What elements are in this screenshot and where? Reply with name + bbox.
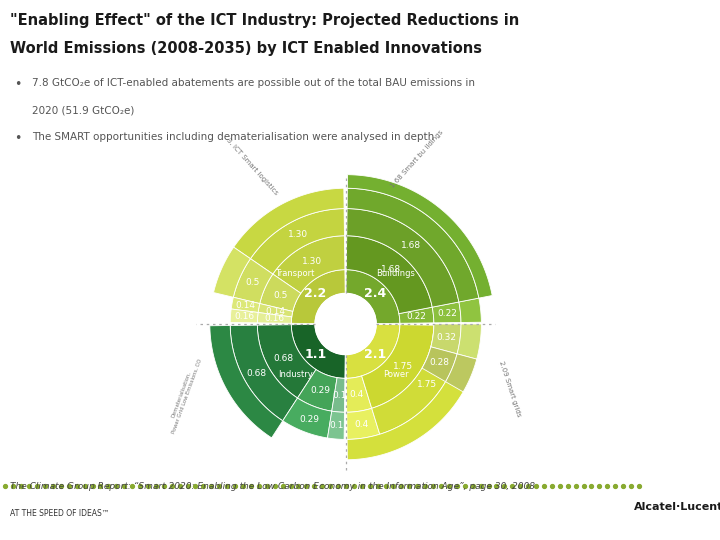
- Circle shape: [315, 293, 376, 355]
- Text: The SMART opportunities including dematerialisation were analysed in depth: The SMART opportunities including demate…: [32, 132, 435, 142]
- Text: 1.68 Smart bu ildings: 1.68 Smart bu ildings: [390, 130, 444, 190]
- Text: Dematerialisation,
Power Grid Low Emissions, CO: Dematerialisation, Power Grid Low Emissi…: [166, 356, 203, 434]
- Polygon shape: [457, 324, 482, 359]
- Text: 0.28: 0.28: [430, 359, 450, 367]
- Text: 0.1: 0.1: [333, 390, 347, 400]
- Text: 2020 (51.9 GtCO₂e): 2020 (51.9 GtCO₂e): [32, 105, 135, 116]
- Text: 1.30: 1.30: [287, 230, 307, 239]
- Text: Alcatel·Lucent: Alcatel·Lucent: [634, 502, 720, 512]
- Polygon shape: [273, 236, 345, 293]
- Text: 1.68: 1.68: [401, 241, 421, 251]
- Text: 2.2: 2.2: [305, 287, 327, 300]
- Text: 0.68: 0.68: [246, 369, 266, 377]
- Text: 2.4: 2.4: [364, 287, 387, 300]
- Polygon shape: [347, 174, 492, 298]
- Polygon shape: [257, 325, 316, 398]
- Polygon shape: [283, 398, 332, 438]
- Polygon shape: [234, 188, 344, 259]
- Polygon shape: [399, 307, 434, 323]
- Text: AT THE SPEED OF IDEAS™: AT THE SPEED OF IDEAS™: [10, 509, 109, 518]
- Polygon shape: [210, 326, 283, 438]
- Text: 0.4: 0.4: [350, 390, 364, 399]
- Text: 7.8 GtCO₂e of ICT-enabled abatements are possible out of the total BAU emissions: 7.8 GtCO₂e of ICT-enabled abatements are…: [32, 78, 475, 89]
- Text: 1.75: 1.75: [392, 362, 413, 371]
- Polygon shape: [446, 354, 477, 392]
- Text: Buildings: Buildings: [377, 269, 415, 278]
- Polygon shape: [422, 347, 457, 382]
- Polygon shape: [260, 274, 301, 312]
- Text: 0.4: 0.4: [354, 420, 369, 429]
- Polygon shape: [258, 303, 293, 317]
- Text: World Emissions (2008-2035) by ICT Enabled Innovations: World Emissions (2008-2035) by ICT Enabl…: [10, 40, 482, 56]
- Polygon shape: [459, 298, 482, 322]
- Polygon shape: [346, 376, 372, 412]
- Polygon shape: [292, 325, 345, 379]
- Polygon shape: [251, 208, 344, 274]
- Polygon shape: [231, 297, 260, 313]
- Text: 0.22: 0.22: [407, 312, 426, 321]
- Polygon shape: [432, 302, 461, 323]
- Text: 0.5: 0.5: [246, 278, 260, 287]
- Text: 1.68: 1.68: [381, 265, 401, 274]
- Text: 0.14: 0.14: [235, 301, 256, 310]
- Polygon shape: [361, 325, 434, 408]
- Text: The Climate Group Report: “Smart 2020: Enabling the Low Carbon Economy in the In: The Climate Group Report: “Smart 2020: E…: [10, 482, 535, 491]
- Text: 0.22: 0.22: [437, 309, 456, 318]
- Text: 0.1: 0.1: [330, 421, 344, 430]
- Polygon shape: [347, 358, 475, 460]
- Text: 0.5: 0.5: [274, 291, 287, 300]
- Text: 0.14: 0.14: [266, 307, 286, 315]
- Polygon shape: [297, 369, 337, 411]
- Text: 3. ICT Smart logistics: 3. ICT Smart logistics: [225, 137, 279, 195]
- Text: 0.16: 0.16: [264, 314, 284, 323]
- Polygon shape: [347, 408, 379, 440]
- Text: 2.1: 2.1: [364, 348, 387, 361]
- Polygon shape: [214, 247, 251, 297]
- Text: 0.32: 0.32: [436, 333, 456, 342]
- Text: 1.30: 1.30: [302, 256, 322, 266]
- Polygon shape: [346, 269, 400, 323]
- Text: Industry: Industry: [278, 370, 312, 379]
- Polygon shape: [257, 313, 292, 323]
- Polygon shape: [372, 325, 461, 434]
- Polygon shape: [230, 309, 258, 323]
- Polygon shape: [346, 236, 432, 314]
- Text: 0.16: 0.16: [234, 312, 254, 321]
- Polygon shape: [230, 325, 297, 421]
- Text: Power: Power: [383, 370, 409, 379]
- Polygon shape: [332, 377, 345, 412]
- Polygon shape: [233, 259, 273, 303]
- Polygon shape: [292, 269, 345, 323]
- Text: Transport: Transport: [276, 269, 315, 278]
- Text: "Enabling Effect" of the ICT Industry: Projected Reductions in: "Enabling Effect" of the ICT Industry: P…: [10, 14, 519, 29]
- Text: 0.68: 0.68: [273, 354, 293, 363]
- Polygon shape: [347, 208, 459, 307]
- Polygon shape: [328, 411, 344, 440]
- Polygon shape: [347, 188, 479, 302]
- Text: 1.75: 1.75: [417, 381, 437, 389]
- Polygon shape: [431, 324, 461, 354]
- Polygon shape: [346, 325, 400, 379]
- Text: 1.1: 1.1: [305, 348, 327, 361]
- Text: •: •: [14, 78, 22, 91]
- Text: •: •: [14, 132, 22, 145]
- Text: 0.29: 0.29: [310, 386, 330, 395]
- Text: 2.09 Smart grids: 2.09 Smart grids: [498, 360, 522, 417]
- Text: 0.29: 0.29: [299, 415, 319, 423]
